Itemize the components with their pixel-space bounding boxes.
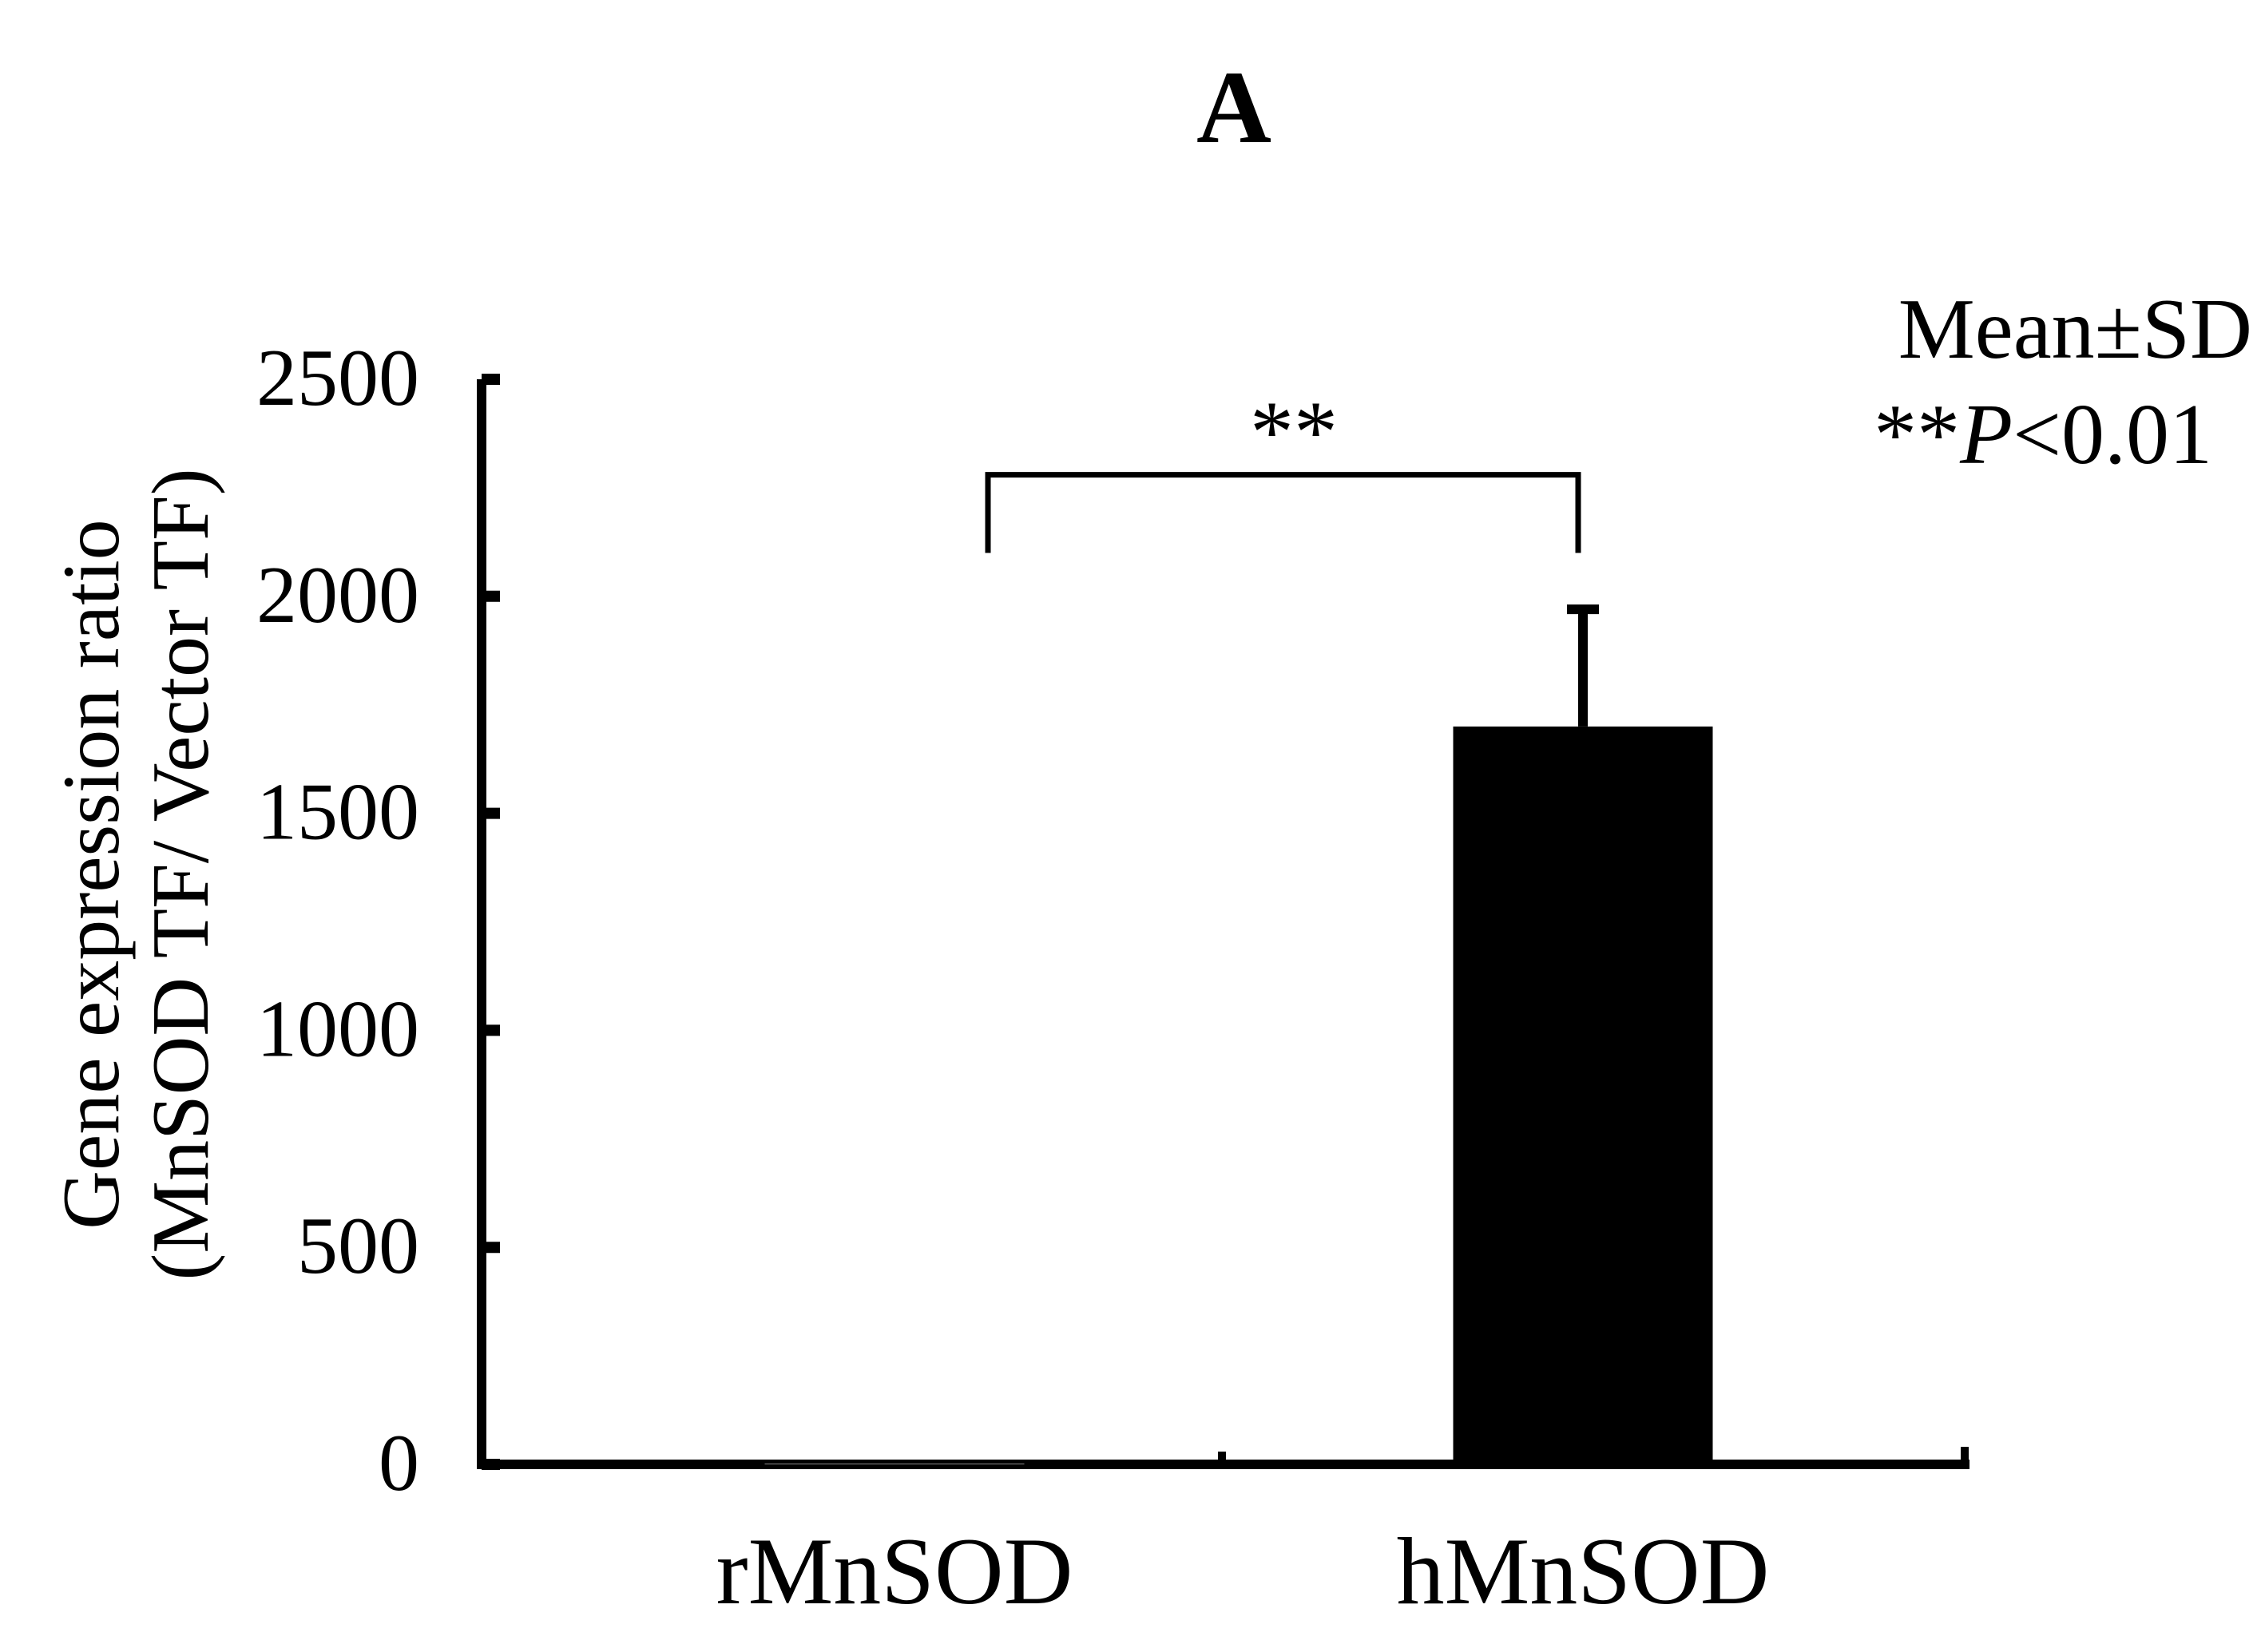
bars [764,604,1713,1464]
significance-label: ** [1250,383,1338,481]
legend-p-suffix: <0.01 [2013,387,2212,482]
x-tick-labels: rMnSOD hMnSOD [716,1518,1770,1624]
y-axis-title-line2: (MnSOD TF/ Vector TF) [136,468,226,1280]
y-tick-label: 1000 [256,984,419,1074]
y-tick-label: 2500 [256,333,419,423]
significance-bracket-line [985,472,1581,553]
y-tick-label: 1500 [256,767,419,858]
x-tick-label: hMnSOD [1397,1518,1770,1624]
legend-p-value: **P<0.01 [1874,387,2212,482]
bar-hMnSOD [1453,726,1713,1464]
y-ticks: 0 500 1000 1500 2000 2500 [256,333,500,1508]
legend-mean-sd: Mean±SD [1898,282,2252,377]
legend-p-prefix: ** [1874,387,1960,482]
y-tick-label: 500 [297,1201,419,1291]
y-axis-title-line1: Gene expression ratio [46,519,137,1229]
legend-p-italic: P [1959,387,2013,482]
significance-bracket: ** [985,383,1581,553]
x-tick-label: rMnSOD [716,1518,1073,1624]
y-tick-label: 0 [379,1418,419,1508]
y-tick-label: 2000 [256,550,419,640]
panel-label: A [1196,50,1271,165]
y-axis-title: Gene expression ratio (MnSOD TF/ Vector … [46,468,226,1280]
